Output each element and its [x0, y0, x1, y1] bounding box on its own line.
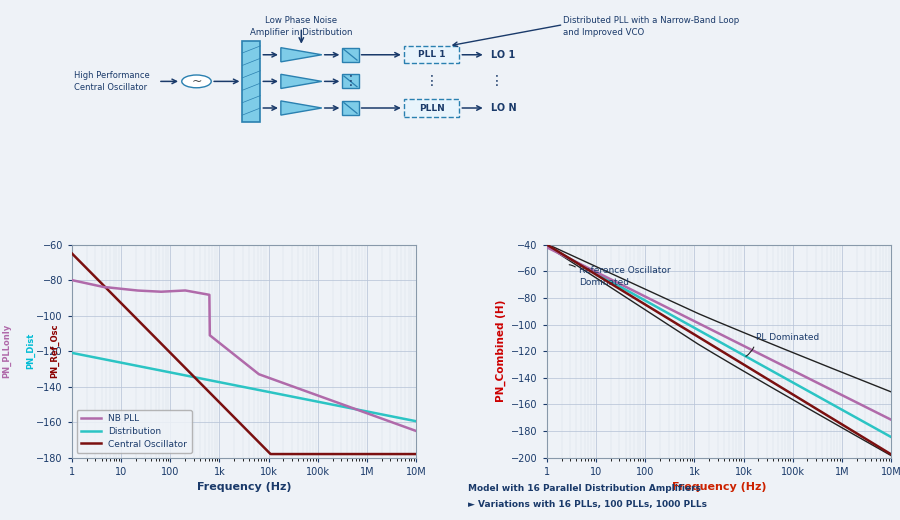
Bar [342, 101, 358, 115]
Bar [404, 46, 459, 63]
Text: Distributed PLL with a Narrow-Band Loop
and Improved VCO: Distributed PLL with a Narrow-Band Loop … [563, 16, 740, 36]
Text: PN_PLLonly: PN_PLLonly [2, 324, 11, 378]
Text: Reference Oscillator
Dominated: Reference Oscillator Dominated [579, 266, 670, 287]
Text: LO 1: LO 1 [491, 50, 516, 60]
Text: LO N: LO N [491, 103, 517, 113]
X-axis label: Frequency (Hz): Frequency (Hz) [197, 482, 292, 492]
Circle shape [182, 75, 212, 88]
Polygon shape [281, 48, 322, 62]
Text: ~: ~ [191, 75, 202, 88]
X-axis label: Frequency (Hz): Frequency (Hz) [671, 482, 766, 492]
Text: PLL 1: PLL 1 [418, 50, 446, 59]
Legend: NB PLL, Distribution, Central Oscillator: NB PLL, Distribution, Central Oscillator [76, 410, 192, 453]
Y-axis label: PN_Combined (H): PN_Combined (H) [495, 300, 506, 402]
Bar [342, 74, 358, 88]
Text: PN_Dist: PN_Dist [26, 333, 35, 369]
Bar [404, 99, 459, 116]
Text: High Performance
Central Oscillator: High Performance Central Oscillator [74, 71, 149, 92]
Text: ⋮: ⋮ [490, 74, 503, 88]
Text: PLLN: PLLN [418, 103, 445, 112]
Text: Model with 16 Parallel Distribution Amplifiers: Model with 16 Parallel Distribution Ampl… [468, 485, 701, 493]
Text: ► Variations with 16 PLLs, 100 PLLs, 1000 PLLs: ► Variations with 16 PLLs, 100 PLLs, 100… [468, 500, 707, 509]
Text: ⋮: ⋮ [344, 74, 357, 88]
Text: PN_Ref_Osc: PN_Ref_Osc [50, 324, 59, 379]
Bar [242, 41, 260, 122]
Text: PL Dominated: PL Dominated [756, 333, 819, 342]
Text: ⋮: ⋮ [425, 74, 438, 88]
Polygon shape [281, 74, 322, 88]
Text: Low Phase Noise
Amplifier in Distribution: Low Phase Noise Amplifier in Distributio… [250, 16, 353, 36]
Bar [342, 48, 358, 62]
Polygon shape [281, 101, 322, 115]
